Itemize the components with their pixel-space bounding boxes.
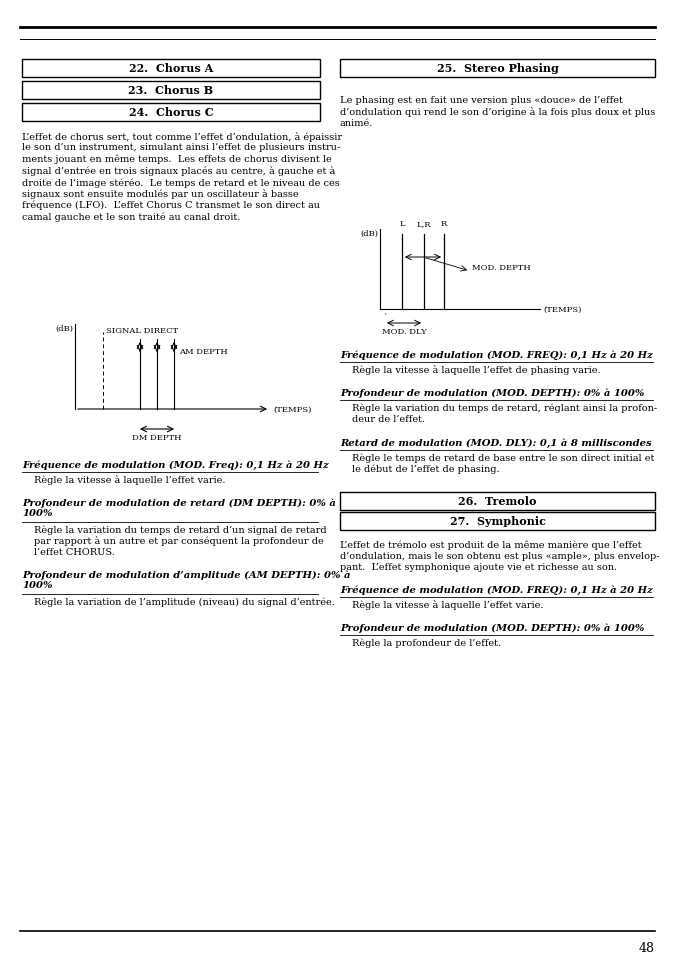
Text: 27.  Symphonic: 27. Symphonic: [450, 516, 545, 526]
Text: L,R: L,R: [416, 220, 431, 228]
Text: ': ': [384, 312, 386, 319]
Text: Règle la variation de l’amplitude (niveau) du signal d’entrée.: Règle la variation de l’amplitude (nivea…: [34, 597, 335, 606]
Text: Retard de modulation (MOD. DLY): 0,1 à 8 milliscondes: Retard de modulation (MOD. DLY): 0,1 à 8…: [340, 437, 651, 447]
Bar: [340, 512, 655, 530]
Text: R: R: [441, 220, 447, 228]
Bar: [22, 104, 320, 122]
Text: Profondeur de modulation de retard (DM DEPTH): 0% à
100%: Profondeur de modulation de retard (DM D…: [22, 498, 336, 517]
Text: (TEMPS): (TEMPS): [543, 306, 581, 314]
Text: pant.  L’effet symphonique ajoute vie et richesse au son.: pant. L’effet symphonique ajoute vie et …: [340, 563, 617, 572]
Text: animé.: animé.: [340, 119, 373, 128]
Text: Profondeur de modulation (MOD. DEPTH): 0% à 100%: Profondeur de modulation (MOD. DEPTH): 0…: [340, 388, 645, 397]
Text: Règle la vitesse à laquelle l’effet varie.: Règle la vitesse à laquelle l’effet vari…: [352, 599, 543, 610]
Text: DM DEPTH: DM DEPTH: [132, 434, 182, 441]
Bar: [22, 82, 320, 100]
Text: le son d’un instrument, simulant ainsi l’effet de plusieurs instru-: le son d’un instrument, simulant ainsi l…: [22, 143, 340, 152]
Text: (dB): (dB): [360, 230, 378, 237]
Bar: [340, 492, 655, 510]
Text: Règle le temps de retard de base entre le son direct initial et
le début de l’ef: Règle le temps de retard de base entre l…: [352, 453, 654, 474]
Text: Règle la variation du temps de retard d’un signal de retard
par rapport à un aut: Règle la variation du temps de retard d’…: [34, 525, 327, 557]
Text: 23.  Chorus B: 23. Chorus B: [128, 86, 213, 96]
Text: 22.  Chorus A: 22. Chorus A: [129, 64, 213, 74]
Text: Règle la vitesse à laquelle l’effet de phasing varie.: Règle la vitesse à laquelle l’effet de p…: [352, 365, 601, 375]
Text: d’ondulation qui rend le son d’origine à la fois plus doux et plus: d’ondulation qui rend le son d’origine à…: [340, 108, 655, 117]
Text: (dB): (dB): [55, 325, 73, 333]
Text: L’effet de trémolo est produit de la même manière que l’effet: L’effet de trémolo est produit de la mêm…: [340, 540, 642, 550]
Text: Règle la profondeur de l’effet.: Règle la profondeur de l’effet.: [352, 639, 501, 648]
Bar: [22, 60, 320, 78]
Bar: [340, 60, 655, 78]
Text: L’effet de chorus sert, tout comme l’effet d’ondulation, à épaissir: L’effet de chorus sert, tout comme l’eff…: [22, 132, 342, 142]
Text: 26.  Tremolo: 26. Tremolo: [458, 496, 537, 506]
Text: signal d’entrée en trois signaux placés au centre, à gauche et à: signal d’entrée en trois signaux placés …: [22, 167, 335, 176]
Text: ments jouant en même temps.  Les effets de chorus divisent le: ments jouant en même temps. Les effets d…: [22, 154, 331, 164]
Text: MOD. DEPTH: MOD. DEPTH: [472, 264, 531, 272]
Text: Fréquence de modulation (MOD. FREQ): 0,1 Hz à 20 Hz: Fréquence de modulation (MOD. FREQ): 0,1…: [340, 350, 653, 359]
Text: 25.  Stereo Phasing: 25. Stereo Phasing: [437, 64, 558, 74]
Text: (TEMPS): (TEMPS): [273, 406, 311, 414]
Text: droite de l’image stéréo.  Le temps de retard et le niveau de ces: droite de l’image stéréo. Le temps de re…: [22, 178, 340, 188]
Text: Profondeur de modulation (MOD. DEPTH): 0% à 100%: Profondeur de modulation (MOD. DEPTH): 0…: [340, 623, 645, 633]
Text: 48: 48: [639, 941, 655, 953]
Text: AM DEPTH: AM DEPTH: [179, 348, 227, 355]
Text: Le phasing est en fait une version plus «douce» de l’effet: Le phasing est en fait une version plus …: [340, 96, 623, 105]
Text: camal gauche et le son traité au canal droit.: camal gauche et le son traité au canal d…: [22, 213, 240, 222]
Text: Règle la variation du temps de retard, réglant ainsi la profon-
deur de l’effet.: Règle la variation du temps de retard, r…: [352, 403, 657, 423]
Text: d’ondulation, mais le son obtenu est plus «ample», plus envelop-: d’ondulation, mais le son obtenu est plu…: [340, 552, 659, 560]
Text: L: L: [399, 220, 405, 228]
Text: Profondeur de modulation d’amplitude (AM DEPTH): 0% à
100%: Profondeur de modulation d’amplitude (AM…: [22, 570, 350, 590]
Text: MOD. DLY: MOD. DLY: [381, 328, 427, 335]
Text: Fréquence de modulation (MOD. Freq): 0,1 Hz à 20 Hz: Fréquence de modulation (MOD. Freq): 0,1…: [22, 459, 329, 469]
Text: fréquence (LFO).  L’effet Chorus C transmet le son direct au: fréquence (LFO). L’effet Chorus C transm…: [22, 201, 320, 211]
Text: SIGNAL DIRECT: SIGNAL DIRECT: [106, 327, 178, 335]
Text: signaux sont ensuite modulés par un oscillateur à basse: signaux sont ensuite modulés par un osci…: [22, 190, 298, 199]
Text: Règle la vitesse à laquelle l’effet varie.: Règle la vitesse à laquelle l’effet vari…: [34, 475, 225, 485]
Text: Fréquence de modulation (MOD. FREQ): 0,1 Hz à 20 Hz: Fréquence de modulation (MOD. FREQ): 0,1…: [340, 584, 653, 594]
Text: 24.  Chorus C: 24. Chorus C: [129, 108, 213, 118]
